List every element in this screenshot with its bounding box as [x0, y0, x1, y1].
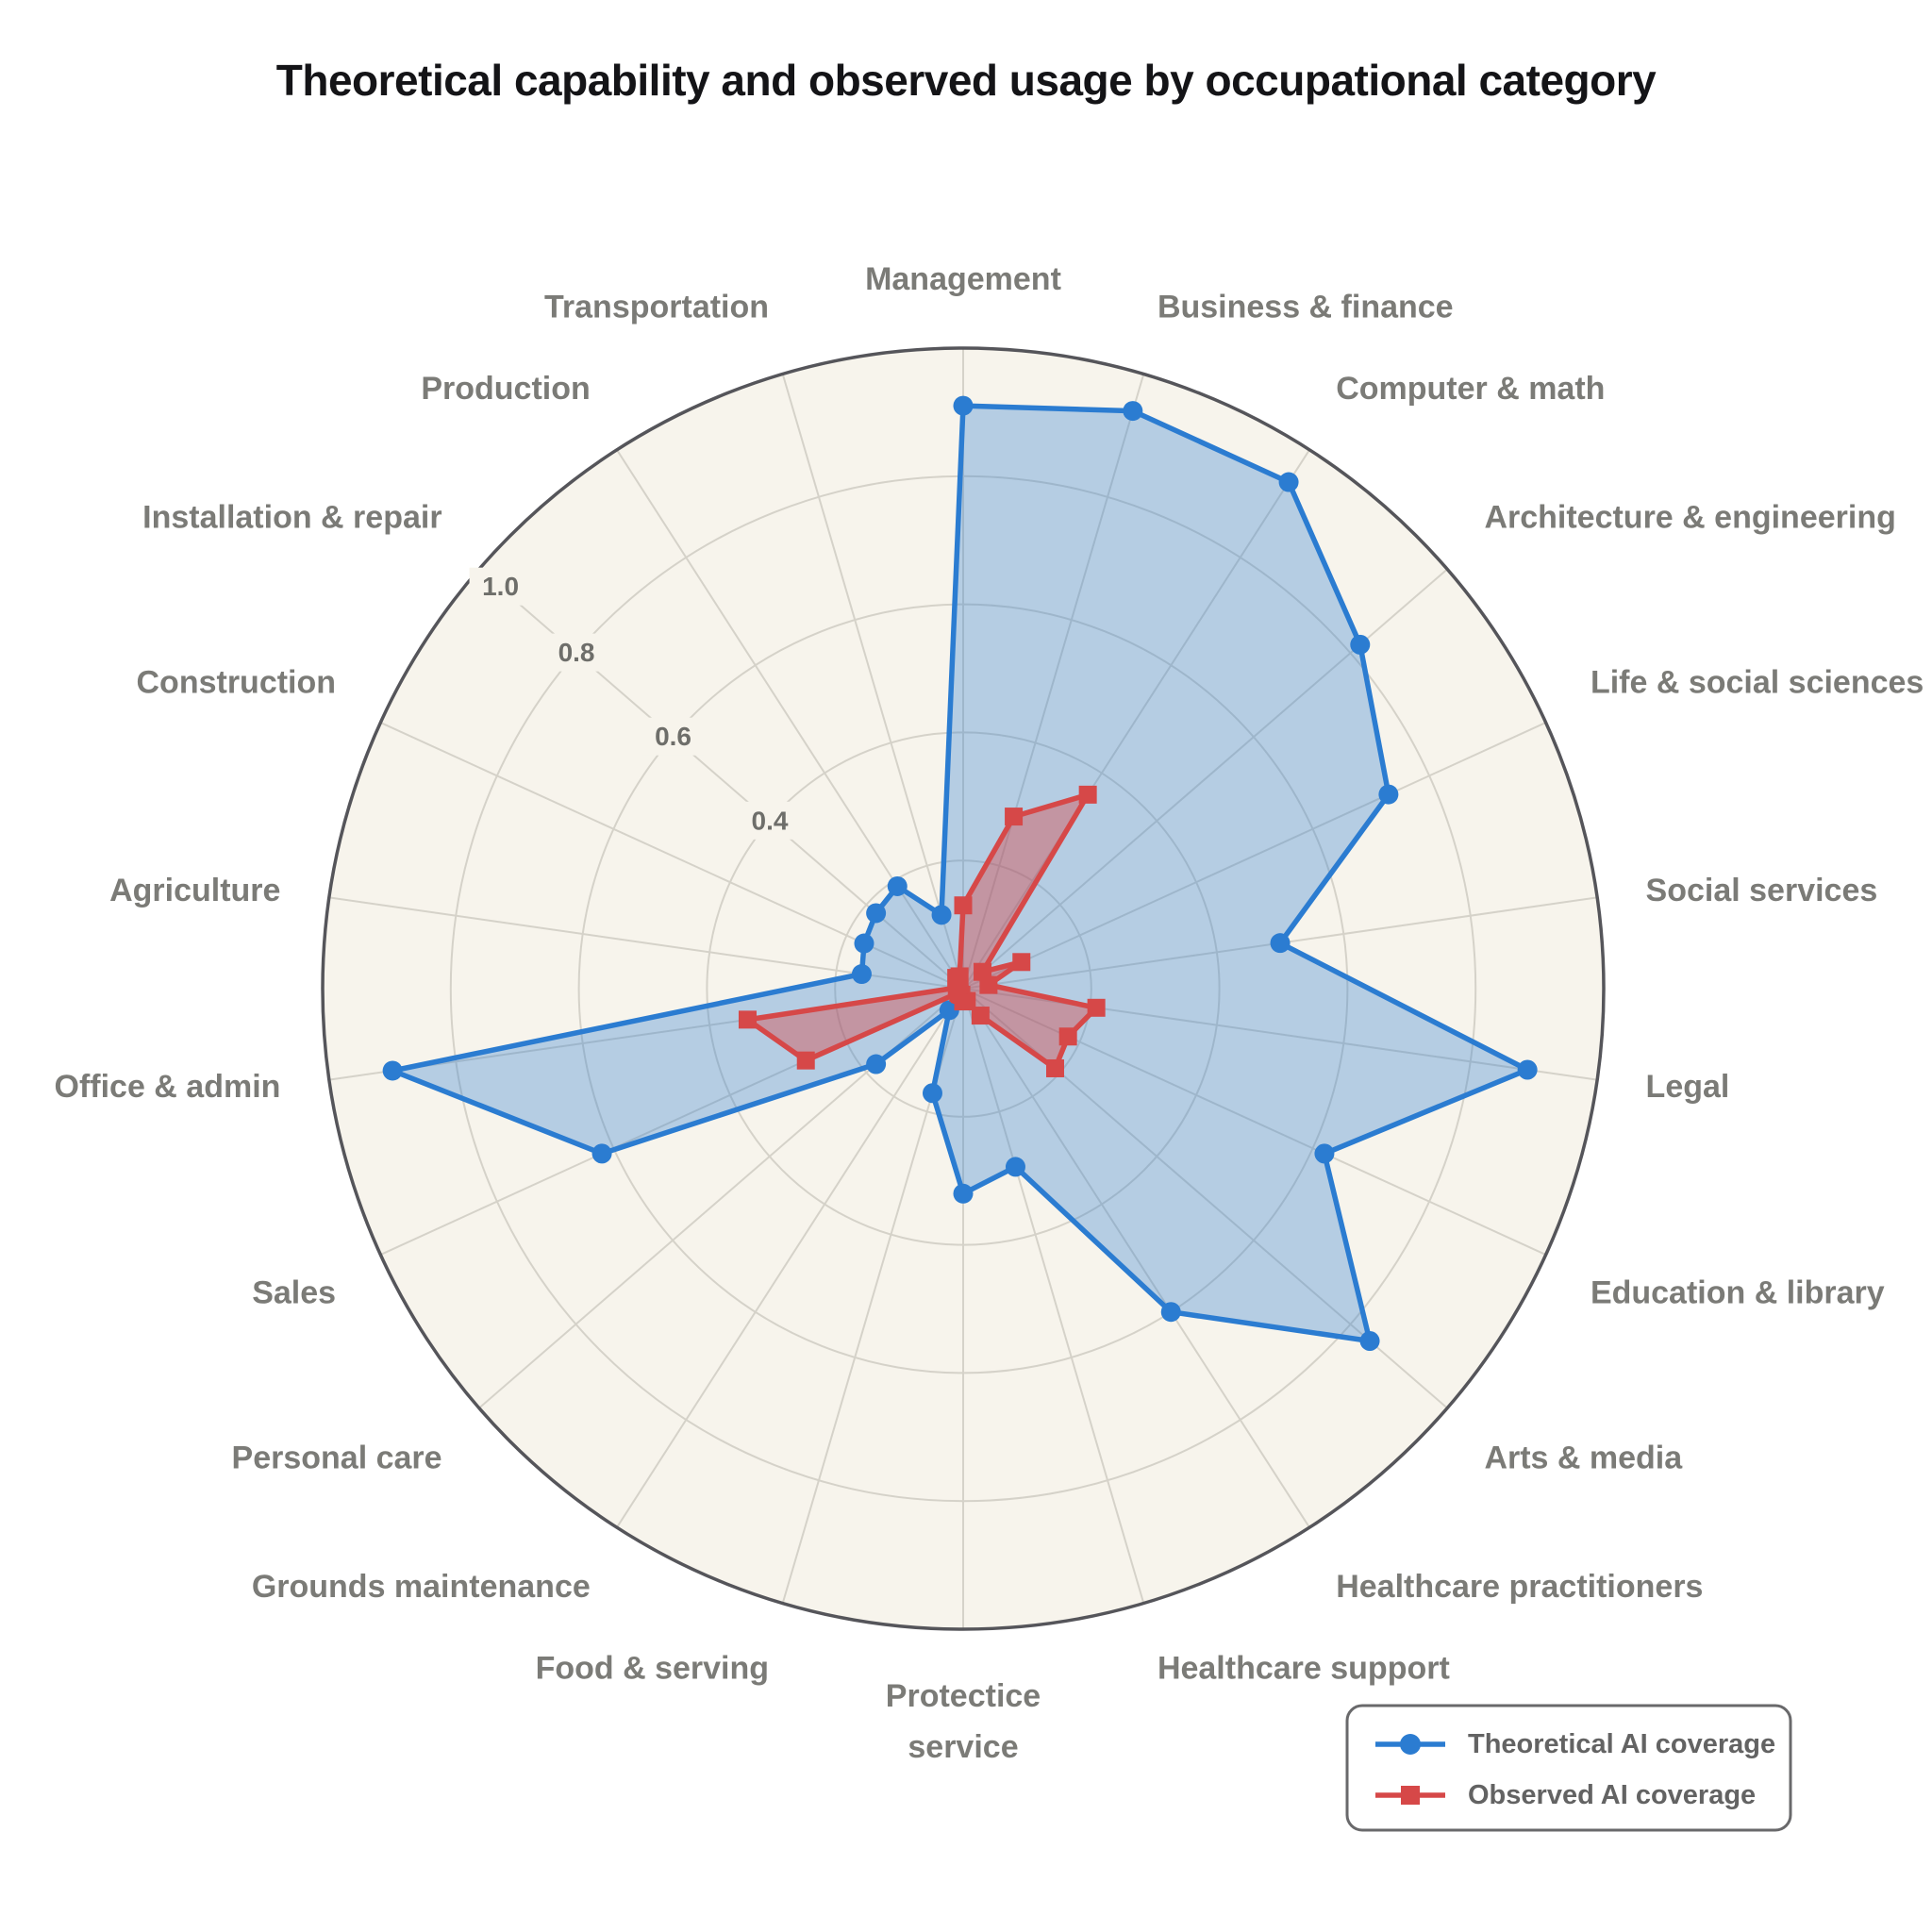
data-point-marker	[953, 395, 974, 416]
category-label-installation-repair: Installation & repair	[142, 499, 441, 535]
legend-label-observed-ai-coverage: Observed AI coverage	[1468, 1780, 1756, 1810]
data-point-marker	[1005, 808, 1024, 826]
series-theoretical-ai-coverage	[382, 395, 1538, 1352]
radar-spoke	[781, 374, 964, 990]
category-label-protectice-service: Protectice service	[886, 1678, 1041, 1765]
radar-spoke	[616, 449, 964, 990]
data-point-marker	[931, 905, 952, 925]
category-label-healthcare-support: Healthcare support	[1158, 1650, 1450, 1686]
radar-spoke	[962, 988, 1310, 1528]
chart-title: Theoretical capability and observed usag…	[275, 56, 1657, 105]
category-label-construction: Construction	[137, 664, 337, 700]
radial-tick-label-bg	[739, 801, 802, 840]
data-point-marker	[1314, 1143, 1335, 1164]
radial-tick-label-0.4: 0.4	[752, 806, 789, 835]
data-point-marker	[1087, 998, 1106, 1017]
data-point-marker	[591, 1143, 612, 1164]
category-label-grounds-maintenance: Grounds maintenance	[252, 1569, 591, 1605]
data-point-marker	[851, 964, 872, 985]
category-label-management: Management	[865, 261, 1061, 297]
radar-spoke	[616, 988, 964, 1528]
category-label-agriculture: Agriculture	[109, 873, 280, 908]
data-point-marker	[1160, 1302, 1181, 1323]
category-labels: Management Business & finance Computer & m…	[55, 261, 1924, 1765]
category-label-healthcare-practitioners: Healthcare practitioners	[1336, 1569, 1703, 1605]
category-label-computer-math: Computer & math	[1336, 371, 1605, 407]
data-point-marker	[796, 1051, 815, 1070]
data-point-marker	[950, 967, 969, 986]
category-label-personal-care: Personal care	[232, 1441, 442, 1476]
radial-tick-labels: 0.4 0.6 0.8 1.0	[469, 567, 802, 840]
data-point-marker	[953, 1183, 974, 1204]
radial-tick-label-0.8: 0.8	[558, 638, 595, 667]
series-theoretical-ai-coverage-markers	[382, 395, 1538, 1352]
legend-item-theoretical-ai-coverage: Theoretical AI coverage	[1375, 1729, 1775, 1759]
category-label-education-library: Education & library	[1591, 1275, 1885, 1311]
data-point-marker	[854, 933, 874, 954]
category-label-food-serving: Food & serving	[536, 1650, 769, 1686]
category-label-sales: Sales	[252, 1275, 336, 1311]
data-point-marker	[738, 1010, 757, 1029]
radar-outer-ring	[321, 346, 1606, 1631]
category-label-office-admin: Office & admin	[55, 1069, 281, 1105]
category-label-life-social-sciences: Life & social sciences	[1591, 664, 1924, 700]
data-point-marker	[979, 975, 998, 994]
data-point-marker	[887, 875, 908, 896]
radar-spoke	[962, 449, 1310, 990]
data-point-marker	[382, 1060, 403, 1081]
data-point-marker	[1005, 1157, 1025, 1177]
data-point-marker	[1270, 933, 1291, 954]
data-point-marker	[1012, 953, 1031, 972]
data-point-marker	[1278, 472, 1299, 492]
radial-tick-label-bg	[641, 717, 705, 756]
series-observed-ai-coverage	[738, 785, 1106, 1077]
data-point-marker	[1378, 784, 1399, 805]
legend-circle-marker-icon	[1400, 1734, 1421, 1755]
category-label-social-services: Social services	[1646, 873, 1878, 908]
series-observed-ai-coverage-area	[747, 794, 1097, 1069]
data-point-marker	[866, 903, 887, 924]
data-point-marker	[1350, 634, 1371, 655]
category-label-architecture-engineering: Architecture & engineering	[1484, 499, 1895, 535]
data-point-marker	[922, 1083, 942, 1104]
radial-tick-label-0.6: 0.6	[655, 722, 691, 751]
data-point-marker	[971, 1007, 990, 1025]
radial-tick-label-bg	[469, 567, 532, 606]
data-point-marker	[1058, 1027, 1077, 1046]
legend-square-marker-icon	[1401, 1786, 1420, 1805]
category-label-legal: Legal	[1646, 1069, 1730, 1105]
category-label-production: Production	[421, 371, 590, 407]
legend-item-observed-ai-coverage: Observed AI coverage	[1375, 1780, 1756, 1810]
radar-spoke	[962, 374, 1145, 990]
legend-box	[1345, 1704, 1792, 1832]
radar-spoke	[962, 722, 1547, 990]
legend: Theoretical AI coverage Observed AI cover…	[1345, 1704, 1792, 1832]
radar-spoke	[962, 988, 1145, 1604]
data-point-marker	[1123, 401, 1143, 422]
category-label-business-finance: Business & finance	[1158, 290, 1454, 325]
data-point-marker	[866, 1054, 887, 1074]
radial-tick-label-bg	[545, 633, 608, 672]
data-point-marker	[1078, 785, 1097, 804]
data-point-marker	[1045, 1058, 1064, 1077]
series-observed-ai-coverage-markers	[738, 785, 1106, 1077]
category-label-arts-media: Arts & media	[1484, 1441, 1683, 1476]
data-point-marker	[1517, 1059, 1538, 1080]
legend-label-theoretical-ai-coverage: Theoretical AI coverage	[1468, 1729, 1775, 1759]
radial-tick-label-1.0: 1.0	[482, 572, 519, 601]
series-theoretical-ai-coverage-area	[392, 406, 1528, 1341]
data-point-marker	[954, 896, 973, 915]
data-point-marker	[1359, 1331, 1380, 1352]
category-label-transportation: Transportation	[544, 290, 769, 325]
